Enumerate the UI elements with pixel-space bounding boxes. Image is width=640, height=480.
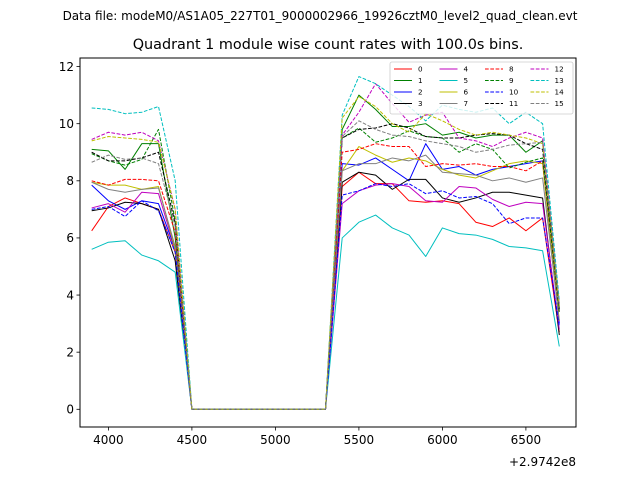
- x-tick-label: 5000: [260, 433, 291, 447]
- y-tick-label: 10: [59, 117, 74, 131]
- x-tick-label: 5500: [344, 433, 375, 447]
- legend-label-5: 5: [464, 76, 469, 85]
- y-tick-label: 8: [66, 174, 74, 188]
- x-tick-label: 4000: [93, 433, 124, 447]
- legend-label-15: 15: [555, 99, 564, 108]
- legend-frame: [389, 61, 574, 115]
- series-9-line: [91, 127, 560, 410]
- y-tick-label: 2: [66, 345, 74, 359]
- legend-label-12: 12: [555, 65, 564, 74]
- legend-label-9: 9: [509, 76, 514, 85]
- legend-label-13: 13: [555, 76, 564, 85]
- legend-label-1: 1: [418, 76, 423, 85]
- legend-label-0: 0: [418, 65, 423, 74]
- legend-label-7: 7: [464, 99, 469, 108]
- y-tick-label: 4: [66, 288, 74, 302]
- series-15-line: [91, 120, 560, 410]
- x-tick-label: 4500: [177, 433, 208, 447]
- legend-label-6: 6: [464, 88, 469, 97]
- legend-label-14: 14: [555, 88, 565, 97]
- plot-frame: [79, 57, 577, 428]
- legend-label-3: 3: [418, 99, 423, 108]
- legend-label-2: 2: [418, 88, 423, 97]
- legend-label-11: 11: [509, 99, 518, 108]
- y-tick-label: 6: [66, 231, 74, 245]
- x-tick-label: 6500: [511, 433, 542, 447]
- x-tick-label: 6000: [427, 433, 458, 447]
- legend-label-8: 8: [509, 65, 514, 74]
- chart-suptitle: Data file: modeM0/AS1A05_227T01_90000029…: [63, 9, 578, 23]
- x-offset-label: +2.9742e8: [509, 455, 576, 469]
- y-tick-label: 12: [59, 60, 74, 74]
- y-tick-label: 0: [66, 403, 74, 417]
- legend-label-4: 4: [464, 65, 469, 74]
- series-8-line: [91, 143, 560, 410]
- legend-label-10: 10: [509, 88, 519, 97]
- series-14-line: [91, 96, 560, 410]
- chart-title: Quadrant 1 module wise count rates with …: [133, 37, 524, 53]
